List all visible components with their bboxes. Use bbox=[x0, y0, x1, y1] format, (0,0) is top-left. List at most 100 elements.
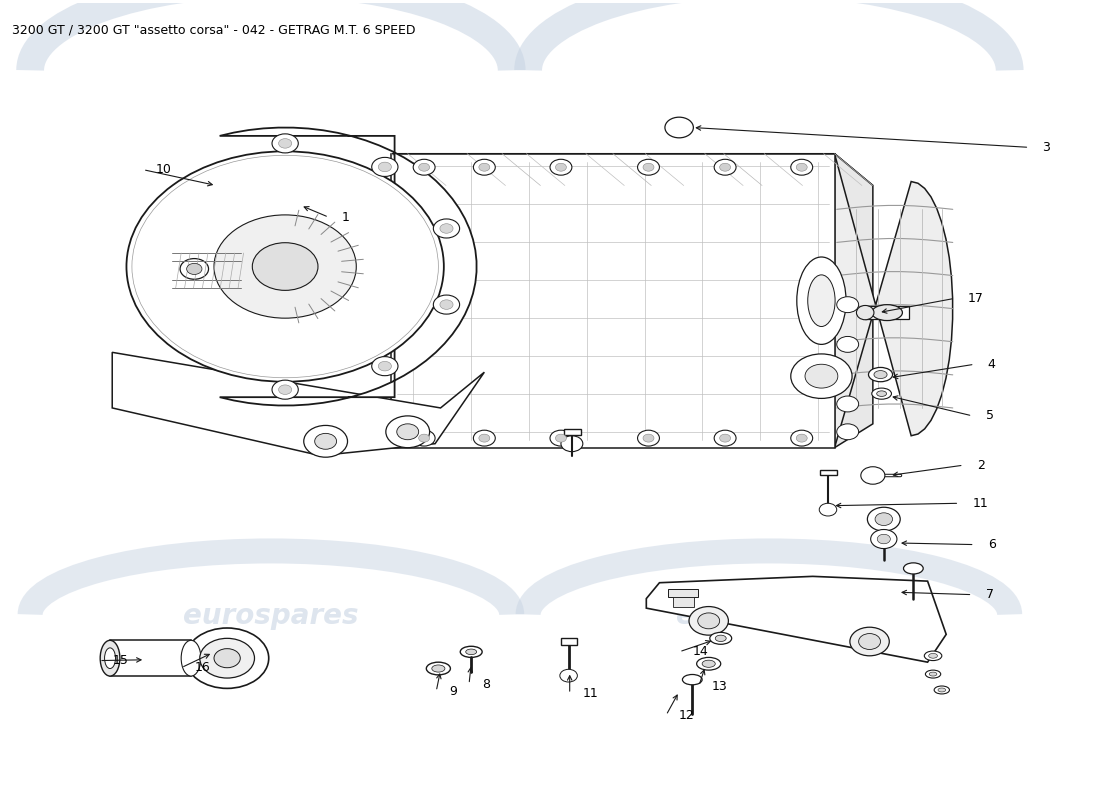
Text: 5: 5 bbox=[986, 410, 993, 422]
Ellipse shape bbox=[874, 370, 887, 378]
Circle shape bbox=[876, 513, 892, 526]
Circle shape bbox=[414, 159, 436, 175]
Ellipse shape bbox=[807, 275, 835, 326]
Ellipse shape bbox=[432, 665, 444, 672]
Ellipse shape bbox=[796, 257, 846, 344]
Bar bbox=[821, 470, 837, 475]
Ellipse shape bbox=[925, 670, 940, 678]
Text: 16: 16 bbox=[195, 662, 210, 674]
Ellipse shape bbox=[903, 563, 923, 574]
Text: 1: 1 bbox=[342, 210, 350, 224]
Text: 11: 11 bbox=[583, 687, 598, 701]
Circle shape bbox=[861, 466, 884, 484]
Polygon shape bbox=[647, 576, 946, 662]
Ellipse shape bbox=[934, 686, 949, 694]
Circle shape bbox=[200, 638, 254, 678]
Text: 6: 6 bbox=[988, 538, 996, 551]
Circle shape bbox=[386, 416, 430, 448]
Polygon shape bbox=[220, 127, 476, 406]
Circle shape bbox=[473, 159, 495, 175]
Circle shape bbox=[419, 163, 430, 171]
Circle shape bbox=[837, 297, 859, 313]
Circle shape bbox=[372, 357, 398, 376]
Circle shape bbox=[478, 163, 490, 171]
Circle shape bbox=[419, 434, 430, 442]
Circle shape bbox=[644, 434, 654, 442]
Circle shape bbox=[272, 380, 298, 399]
Circle shape bbox=[697, 613, 719, 629]
Text: 9: 9 bbox=[449, 685, 458, 698]
Circle shape bbox=[304, 426, 348, 457]
Ellipse shape bbox=[872, 388, 891, 399]
Ellipse shape bbox=[869, 367, 892, 382]
Circle shape bbox=[638, 430, 659, 446]
Ellipse shape bbox=[857, 306, 874, 320]
Circle shape bbox=[719, 163, 730, 171]
Circle shape bbox=[180, 258, 209, 279]
Circle shape bbox=[414, 430, 436, 446]
Bar bbox=[564, 429, 581, 435]
Ellipse shape bbox=[104, 648, 116, 669]
Ellipse shape bbox=[696, 658, 720, 670]
Circle shape bbox=[638, 159, 659, 175]
Circle shape bbox=[805, 364, 838, 388]
Circle shape bbox=[556, 163, 566, 171]
Polygon shape bbox=[835, 154, 953, 448]
Ellipse shape bbox=[715, 635, 726, 642]
Ellipse shape bbox=[465, 649, 476, 654]
Circle shape bbox=[433, 295, 460, 314]
Circle shape bbox=[837, 424, 859, 440]
Circle shape bbox=[796, 163, 807, 171]
Circle shape bbox=[837, 396, 859, 412]
Text: 2: 2 bbox=[977, 458, 985, 472]
Text: 10: 10 bbox=[156, 163, 172, 176]
Circle shape bbox=[126, 151, 443, 382]
Circle shape bbox=[791, 354, 852, 398]
Text: 3200 GT / 3200 GT "assetto corsa" - 042 - GETRAG M.T. 6 SPEED: 3200 GT / 3200 GT "assetto corsa" - 042 … bbox=[11, 23, 415, 37]
Circle shape bbox=[278, 385, 292, 394]
Circle shape bbox=[397, 424, 419, 440]
Circle shape bbox=[837, 337, 859, 352]
Text: 4: 4 bbox=[988, 358, 996, 370]
Text: 11: 11 bbox=[972, 497, 988, 510]
Circle shape bbox=[820, 503, 837, 516]
Text: 14: 14 bbox=[692, 646, 708, 658]
Circle shape bbox=[252, 242, 318, 290]
Circle shape bbox=[272, 134, 298, 153]
Polygon shape bbox=[835, 154, 873, 448]
Ellipse shape bbox=[460, 646, 482, 658]
Ellipse shape bbox=[930, 672, 937, 676]
Ellipse shape bbox=[710, 632, 732, 644]
Circle shape bbox=[187, 263, 202, 274]
Polygon shape bbox=[110, 640, 191, 677]
Text: 13: 13 bbox=[712, 679, 728, 693]
Circle shape bbox=[433, 219, 460, 238]
Circle shape bbox=[315, 434, 337, 450]
Text: 7: 7 bbox=[986, 588, 993, 601]
Circle shape bbox=[796, 434, 807, 442]
Circle shape bbox=[644, 163, 654, 171]
Circle shape bbox=[877, 534, 890, 544]
Circle shape bbox=[473, 430, 495, 446]
Ellipse shape bbox=[928, 654, 937, 658]
Text: 17: 17 bbox=[968, 292, 984, 305]
Text: 3: 3 bbox=[1043, 141, 1050, 154]
Text: eurospares: eurospares bbox=[184, 205, 359, 233]
Bar bbox=[866, 306, 909, 319]
Ellipse shape bbox=[924, 651, 942, 661]
Circle shape bbox=[791, 430, 813, 446]
Circle shape bbox=[214, 215, 356, 318]
Text: 15: 15 bbox=[112, 654, 128, 667]
Circle shape bbox=[689, 606, 728, 635]
Circle shape bbox=[378, 162, 392, 172]
Ellipse shape bbox=[938, 688, 946, 692]
Bar bbox=[561, 638, 578, 645]
Text: 12: 12 bbox=[679, 709, 695, 722]
Text: eurospares: eurospares bbox=[184, 602, 359, 630]
Circle shape bbox=[378, 362, 392, 371]
Text: 8: 8 bbox=[482, 678, 491, 691]
Circle shape bbox=[478, 434, 490, 442]
Text: eurospares: eurospares bbox=[675, 205, 851, 233]
Circle shape bbox=[871, 530, 896, 549]
Polygon shape bbox=[392, 154, 873, 186]
